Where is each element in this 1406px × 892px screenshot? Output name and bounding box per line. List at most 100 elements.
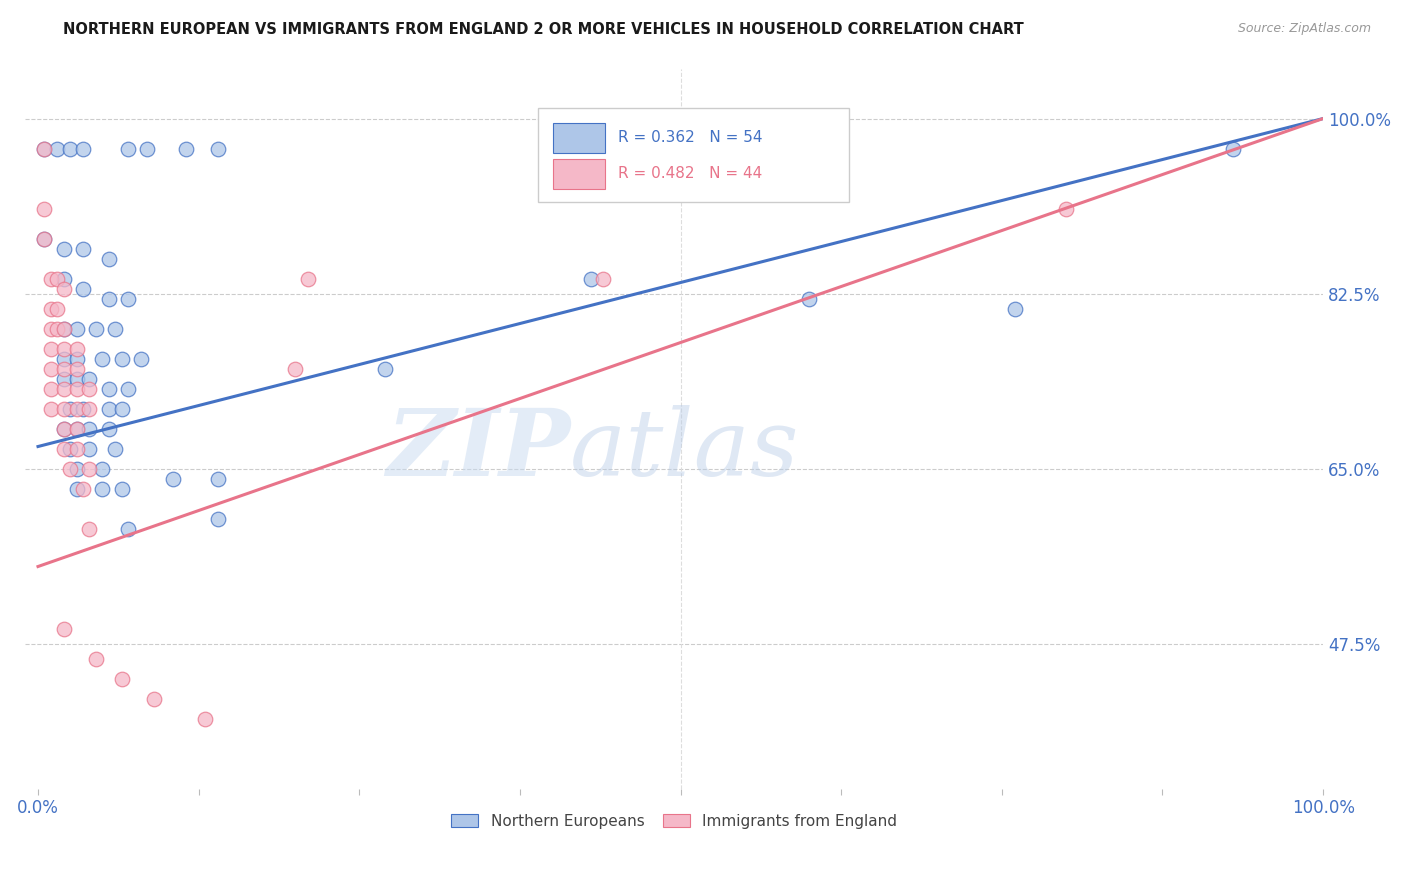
Point <box>162 471 184 485</box>
Point <box>59 142 82 156</box>
Point <box>104 442 127 456</box>
Point <box>91 461 114 475</box>
Point <box>207 471 229 485</box>
Point <box>52 242 75 256</box>
Point <box>110 351 132 366</box>
Text: atlas: atlas <box>571 405 800 495</box>
Point <box>79 382 101 396</box>
Point <box>59 461 82 475</box>
Point <box>72 281 94 295</box>
Point <box>129 351 152 366</box>
Point <box>52 421 75 435</box>
Point <box>65 342 87 356</box>
Point <box>65 482 87 496</box>
Point <box>142 691 165 706</box>
Point <box>52 342 75 356</box>
FancyBboxPatch shape <box>538 108 849 202</box>
Point <box>39 401 62 416</box>
Point <box>59 401 82 416</box>
Point <box>65 442 87 456</box>
Point <box>46 142 69 156</box>
Point <box>52 321 75 335</box>
Point <box>65 382 87 396</box>
Point <box>52 421 75 435</box>
Point <box>117 382 139 396</box>
Point <box>34 231 56 245</box>
Point <box>79 401 101 416</box>
Point <box>207 142 229 156</box>
Point <box>65 461 87 475</box>
Point <box>79 461 101 475</box>
Point <box>34 202 56 216</box>
Text: R = 0.482   N = 44: R = 0.482 N = 44 <box>619 166 762 181</box>
Point <box>1004 301 1026 316</box>
Text: ZIP: ZIP <box>387 405 571 495</box>
Point <box>117 522 139 536</box>
Text: NORTHERN EUROPEAN VS IMMIGRANTS FROM ENGLAND 2 OR MORE VEHICLES IN HOUSEHOLD COR: NORTHERN EUROPEAN VS IMMIGRANTS FROM ENG… <box>63 22 1024 37</box>
Legend: Northern Europeans, Immigrants from England: Northern Europeans, Immigrants from Engl… <box>444 807 904 835</box>
Point <box>52 281 75 295</box>
Point <box>1222 142 1244 156</box>
Point <box>72 482 94 496</box>
Point <box>65 351 87 366</box>
Point <box>72 401 94 416</box>
Point <box>52 361 75 376</box>
Point <box>39 271 62 285</box>
Point <box>194 712 217 726</box>
Point <box>52 351 75 366</box>
Point <box>52 622 75 636</box>
FancyBboxPatch shape <box>554 122 606 153</box>
Point <box>174 142 197 156</box>
Point <box>65 401 87 416</box>
Point <box>91 482 114 496</box>
Point <box>72 242 94 256</box>
Point <box>374 361 396 376</box>
Point <box>1054 202 1077 216</box>
Point <box>46 321 69 335</box>
Point <box>46 301 69 316</box>
Point <box>97 421 120 435</box>
Point <box>297 271 319 285</box>
Point <box>104 321 127 335</box>
Point <box>39 301 62 316</box>
Point <box>65 371 87 385</box>
Point <box>79 421 101 435</box>
Point <box>52 371 75 385</box>
Point <box>117 292 139 306</box>
Point <box>110 672 132 686</box>
Point <box>797 292 820 306</box>
Point <box>91 351 114 366</box>
Text: Source: ZipAtlas.com: Source: ZipAtlas.com <box>1237 22 1371 36</box>
Point <box>59 442 82 456</box>
Point <box>34 142 56 156</box>
Point <box>97 252 120 266</box>
Point <box>117 142 139 156</box>
Point <box>39 321 62 335</box>
Point <box>39 342 62 356</box>
Point <box>824 142 846 156</box>
Point <box>52 401 75 416</box>
FancyBboxPatch shape <box>554 159 606 189</box>
Point <box>52 442 75 456</box>
Point <box>97 382 120 396</box>
Point <box>52 382 75 396</box>
Point <box>39 361 62 376</box>
Point <box>46 271 69 285</box>
Point <box>110 482 132 496</box>
Point <box>579 271 602 285</box>
Point <box>52 271 75 285</box>
Point <box>34 142 56 156</box>
Point <box>65 321 87 335</box>
Point <box>65 421 87 435</box>
Point <box>79 371 101 385</box>
Point <box>284 361 307 376</box>
Point <box>34 231 56 245</box>
Point <box>79 522 101 536</box>
Point <box>84 321 107 335</box>
Point <box>110 401 132 416</box>
Point <box>72 142 94 156</box>
Point <box>592 271 614 285</box>
Point <box>52 321 75 335</box>
Point <box>136 142 159 156</box>
Point <box>65 421 87 435</box>
